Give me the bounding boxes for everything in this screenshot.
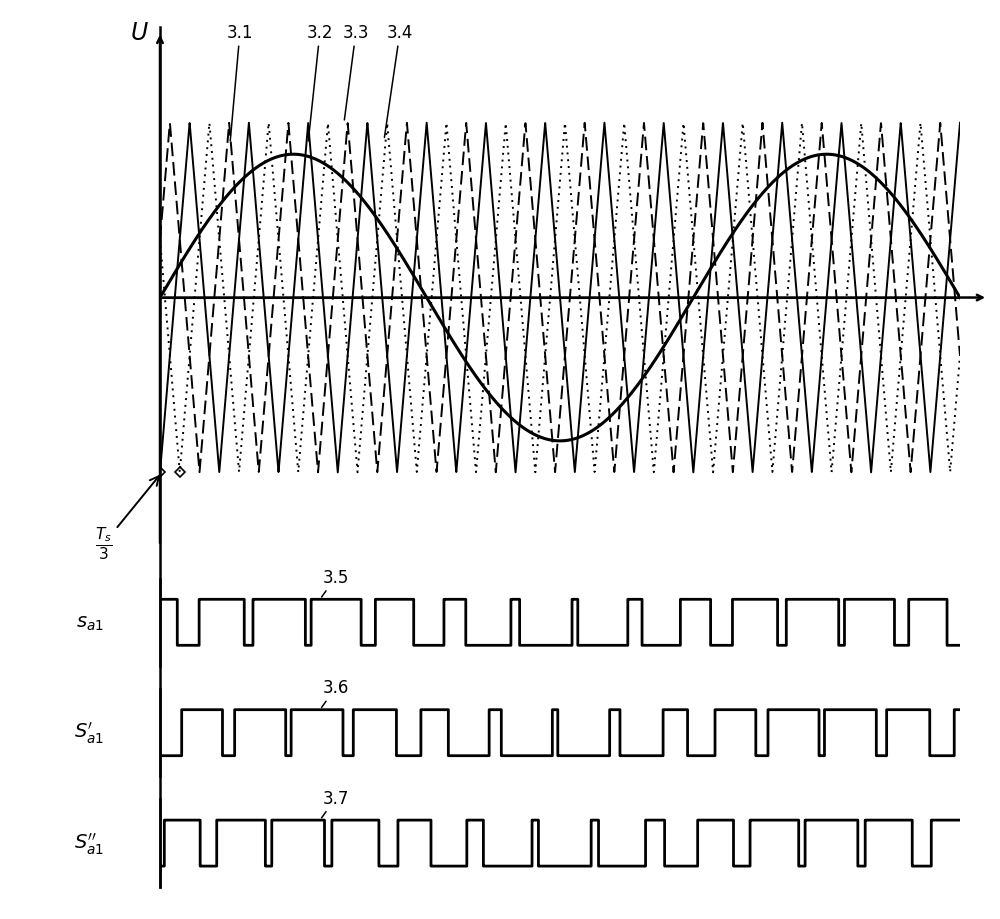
Text: 3.1: 3.1 [227,24,253,142]
Text: 3.7: 3.7 [322,789,349,818]
Text: $s_{a1}$: $s_{a1}$ [76,613,104,632]
Text: $\frac{T_s}{3}$: $\frac{T_s}{3}$ [95,477,159,562]
Text: U: U [131,21,148,45]
Text: $S_{a1}^{\prime}$: $S_{a1}^{\prime}$ [74,720,104,745]
Text: 3.3: 3.3 [343,24,369,121]
Text: 3.4: 3.4 [384,24,413,139]
Text: $S_{a1}^{\prime\prime}$: $S_{a1}^{\prime\prime}$ [74,831,104,856]
Text: 3.5: 3.5 [322,568,349,597]
Text: 3.6: 3.6 [322,678,349,708]
Text: 3.2: 3.2 [307,24,333,142]
